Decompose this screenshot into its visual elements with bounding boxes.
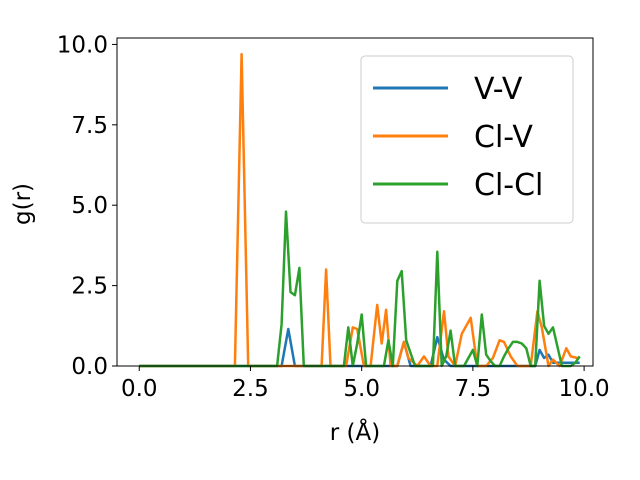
x-tick-label: 2.5	[232, 376, 269, 402]
legend-label-cl-v: Cl-V	[474, 120, 533, 155]
y-tick-label: 0.0	[71, 354, 108, 380]
legend: V-V Cl-V Cl-Cl	[360, 55, 574, 224]
y-tick-label: 7.5	[71, 113, 108, 139]
legend-label-cl-cl: Cl-Cl	[474, 168, 543, 203]
legend-box	[360, 55, 574, 224]
x-tick-label: 0.0	[121, 376, 158, 402]
x-tick-label: 10.0	[558, 376, 609, 402]
axes-frame	[116, 37, 594, 367]
x-tick-label: 5.0	[343, 376, 380, 402]
x-axis-ticks: 0.0 2.5 5.0 7.5 10.0	[121, 366, 610, 402]
x-tick-label: 7.5	[455, 376, 492, 402]
y-axis-ticks: 0.0 2.5 5.0 7.5 10.0	[57, 32, 117, 380]
y-axis-label: g(r)	[10, 183, 36, 225]
y-tick-label: 5.0	[71, 193, 108, 219]
x-axis-label: r (Å)	[330, 418, 380, 446]
legend-label-v-v: V-V	[474, 72, 523, 107]
y-tick-label: 2.5	[71, 274, 108, 300]
y-tick-label: 10.0	[57, 32, 108, 58]
series-line-v-v	[139, 327, 580, 368]
